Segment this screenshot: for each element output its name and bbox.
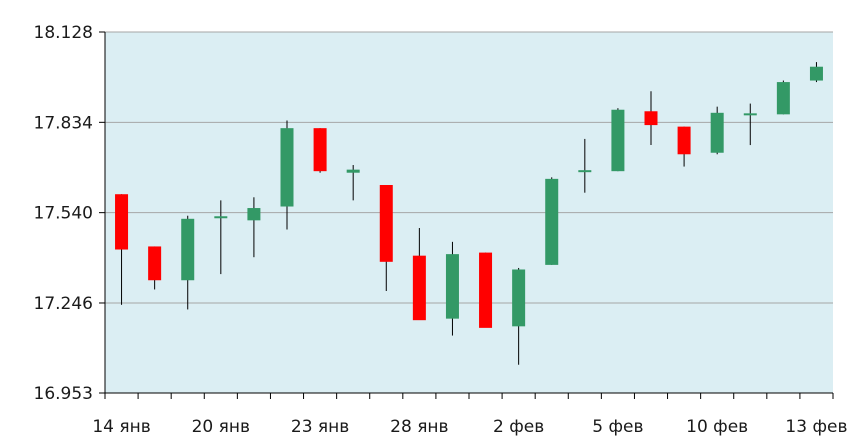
y-tick-label: 17.540 [34, 204, 93, 224]
candle [346, 165, 360, 201]
candle-body-down [379, 185, 393, 262]
y-tick-label: 18.128 [34, 23, 93, 43]
candle-body-up [545, 178, 559, 265]
candle-body-down [115, 194, 129, 250]
candle-body-up [809, 66, 823, 81]
candle [181, 215, 195, 310]
candle [280, 120, 294, 230]
candle-body-down [644, 111, 658, 126]
candle-body-up [247, 208, 261, 221]
x-tick-label: 28 янв [390, 417, 448, 437]
x-tick-label: 13 фев [785, 417, 847, 437]
candle [545, 177, 559, 265]
candle-body-up [181, 218, 195, 281]
candle-body-down [677, 126, 691, 155]
candle [379, 185, 393, 291]
candles [115, 62, 823, 365]
candle-body-down [313, 128, 327, 172]
candle [247, 197, 261, 258]
candle [809, 62, 823, 83]
candle-body-up [578, 170, 592, 173]
candle [445, 241, 459, 336]
y-tick-label: 17.246 [34, 294, 93, 314]
y-axis-ticks: 18.128 17.834 17.540 17.246 16.953 [34, 23, 105, 404]
candle [677, 126, 691, 167]
candle [115, 194, 129, 305]
x-tick-label: 14 янв [92, 417, 150, 437]
candle-body-up [346, 169, 360, 173]
candle [412, 228, 426, 321]
candle-body-up [280, 128, 294, 207]
gridlines [105, 31, 833, 304]
y-tick-label: 16.953 [34, 384, 93, 404]
x-tick-label: 10 фев [686, 417, 748, 437]
candle [776, 80, 790, 115]
candle [710, 106, 724, 155]
y-tick-label: 17.834 [34, 113, 93, 133]
x-tick-label: 20 янв [192, 417, 250, 437]
x-tick-label: 23 янв [291, 417, 349, 437]
candle [148, 246, 162, 290]
candle-body-up [611, 109, 625, 172]
x-axis-ticks: 14 янв 20 янв 23 янв 28 янв 2 фев 5 фев 10 фев… [92, 393, 847, 437]
candle [214, 200, 228, 275]
x-tick-label: 2 фев [493, 417, 544, 437]
candle-body-up [445, 254, 459, 319]
candle [313, 128, 327, 173]
candle [512, 267, 526, 365]
candle [578, 138, 592, 193]
x-tick-label: 5 фев [592, 417, 643, 437]
candle-body-up [776, 82, 790, 115]
candle-body-up [214, 216, 228, 219]
candle [644, 91, 658, 146]
candle [611, 108, 625, 172]
candle [743, 103, 757, 146]
candle-body-up [710, 112, 724, 153]
candle [479, 252, 493, 328]
candle-body-down [148, 246, 162, 281]
candle-body-down [412, 255, 426, 321]
candle-body-up [512, 269, 526, 327]
candle-body-down [479, 252, 493, 328]
candle-body-up [743, 113, 757, 116]
